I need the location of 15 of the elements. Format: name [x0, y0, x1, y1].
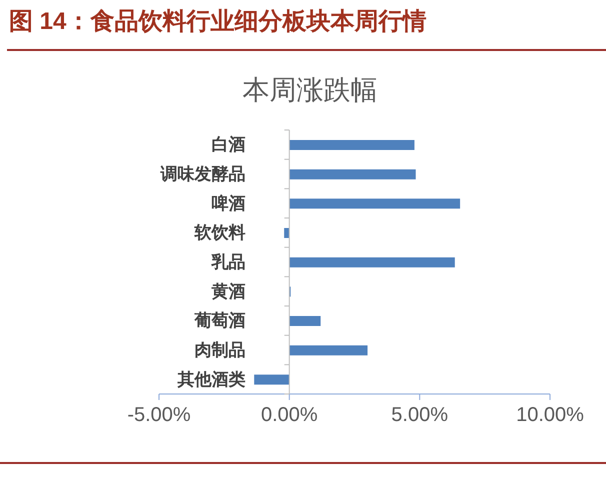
- y-tick-label: 乳品: [210, 252, 246, 272]
- x-tick-label: 0.00%: [260, 404, 318, 426]
- x-tick-label: 5.00%: [391, 404, 448, 426]
- y-tick-label: 白酒: [211, 135, 246, 154]
- x-tick-label: -5.00%: [127, 404, 191, 426]
- chart-subtitle: 本周涨跌幅: [242, 74, 378, 107]
- chart-title: 图 14：食品饮料行业细分板块本周行情: [9, 7, 426, 37]
- y-tick-label: 葡萄酒: [193, 311, 246, 330]
- y-tick-label: 啤酒: [211, 194, 246, 213]
- y-tick-label: 调味发酵品: [159, 164, 246, 184]
- y-tick-label: 肉制品: [194, 340, 246, 360]
- y-tick-label: 黄酒: [210, 282, 246, 301]
- y-tick-label: 其他酒类: [176, 370, 246, 389]
- y-tick-label: 软饮料: [193, 223, 246, 242]
- x-tick-label: 10.00%: [516, 404, 584, 426]
